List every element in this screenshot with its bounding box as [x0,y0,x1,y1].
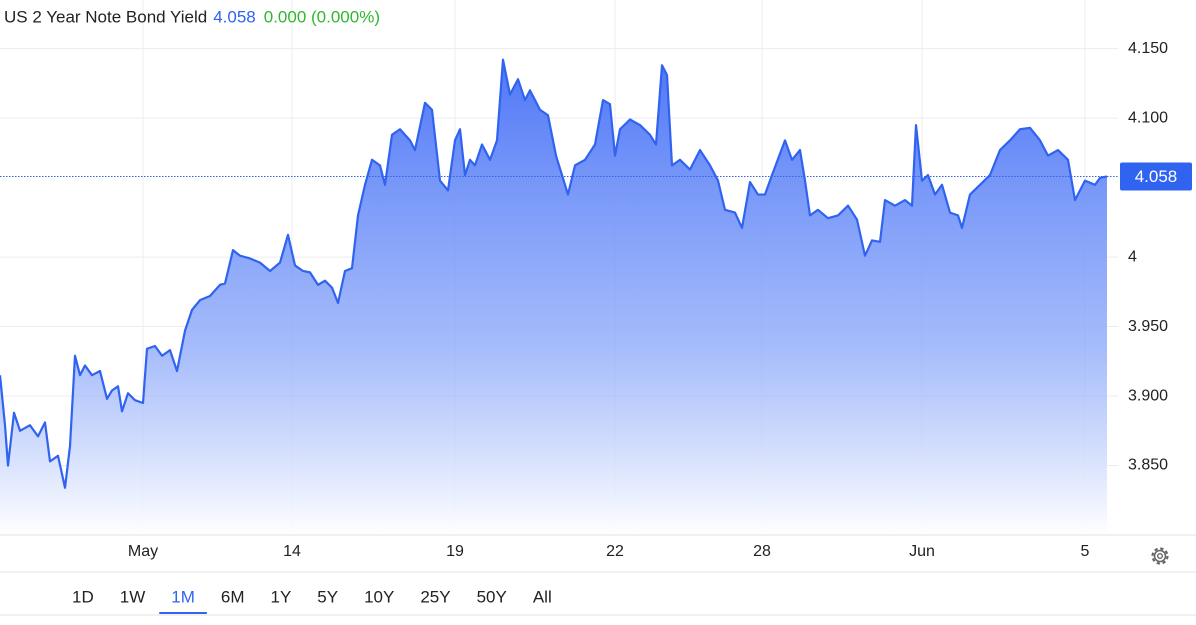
range-button[interactable]: 1Y [270,587,291,606]
last-value: 4.058 [213,7,256,26]
y-tick-label: 3.850 [1128,457,1168,474]
x-tick-label: May [128,543,158,560]
change: 0.000 (0.000%) [264,7,380,26]
range-button[interactable]: 1W [120,587,146,606]
chart-title: US 2 Year Note Bond Yield [4,7,207,26]
range-selector: 1D 1W 1M 6M 1Y 5Y 10Y 25Y 50Y All [72,587,552,614]
y-tick-label: 4 [1128,248,1137,265]
last-value-box [1120,162,1192,191]
range-button[interactable]: All [533,587,552,606]
y-tick-label: 3.950 [1128,318,1168,335]
x-tick-label: 14 [283,543,301,560]
range-button[interactable]: 6M [221,587,245,606]
x-tick-label: 28 [753,543,771,560]
settings-button[interactable] [1151,547,1169,565]
range-button[interactable]: 50Y [477,587,507,606]
area-fill [0,59,1107,535]
plot [0,58,1108,535]
gear-ring [1153,549,1167,563]
range-button[interactable]: 25Y [420,587,450,606]
gear-hub [1157,553,1163,559]
y-tick-label: 4.150 [1128,40,1168,57]
range-button[interactable]: 1M [171,587,195,606]
range-button[interactable]: 5Y [317,587,338,606]
range-button[interactable]: 10Y [364,587,394,606]
x-tick-label: 22 [606,543,624,560]
header: US 2 Year Note Bond Yield 4.058 0.000 (0… [4,7,380,26]
x-tick-label: 19 [446,543,464,560]
line [0,58,1108,489]
x-tick-label: Jun [909,543,935,560]
range-button[interactable]: 1D [72,587,94,606]
y-tick-label: 4.100 [1128,109,1168,126]
last-value-label: 4.058 [1135,167,1178,186]
y-tick-label: 3.900 [1128,387,1168,404]
x-tick-label: 5 [1081,543,1090,560]
